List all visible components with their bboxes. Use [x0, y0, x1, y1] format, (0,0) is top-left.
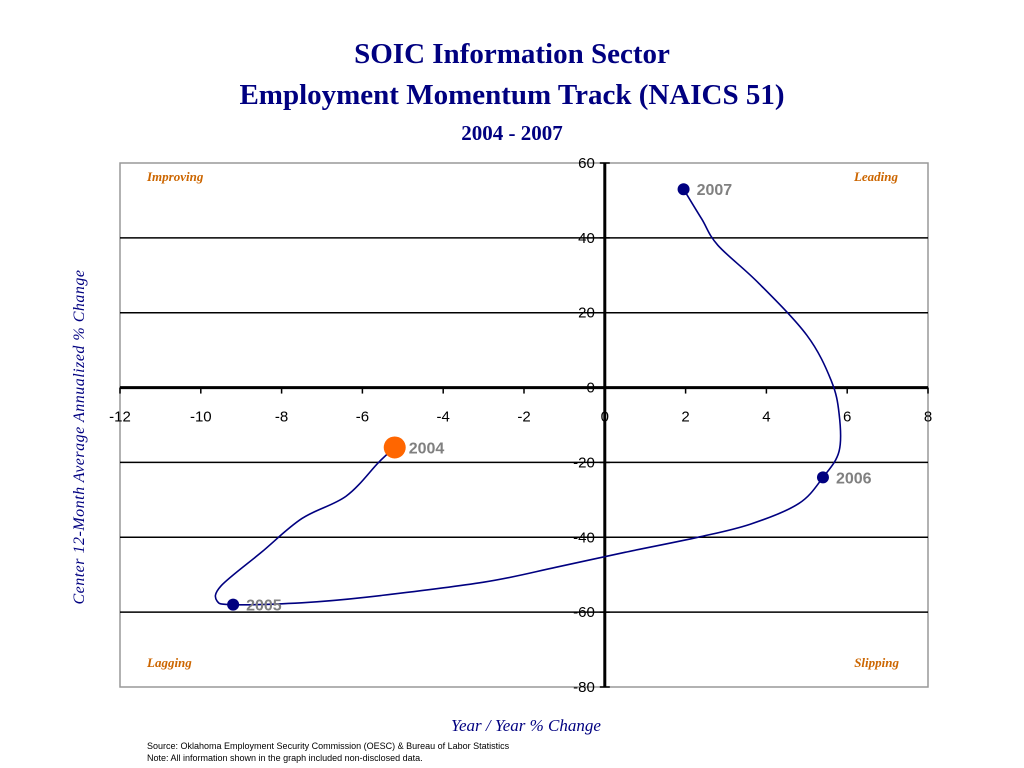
- data-point-2004: [383, 436, 406, 459]
- x-tick-label: 6: [843, 409, 851, 426]
- data-point-2007: [677, 183, 690, 196]
- data-label-2006: 2006: [836, 470, 872, 487]
- data-label-2007: 2007: [697, 182, 733, 199]
- y-tick-label: -40: [573, 529, 595, 546]
- y-tick-label: -20: [573, 454, 595, 471]
- y-axis-label: Center 12-Month Average Annualized % Cha…: [71, 269, 88, 605]
- x-tick-label: 2: [681, 409, 689, 426]
- x-tick-label: 0: [601, 409, 609, 426]
- data-label-2004: 2004: [409, 440, 445, 457]
- source-note: Source: Oklahoma Employment Security Com…: [147, 741, 510, 751]
- quadrant-label-leading: Leading: [853, 169, 899, 184]
- x-tick-label: -8: [275, 409, 288, 426]
- x-tick-label: 8: [924, 409, 932, 426]
- grid-lines: [120, 237, 928, 613]
- x-tick-label: -10: [190, 409, 212, 426]
- data-label-2005: 2005: [246, 598, 282, 615]
- x-tick-label: -4: [437, 409, 450, 426]
- x-tick-label: 4: [762, 409, 770, 426]
- momentum-track-line: [214, 188, 842, 606]
- disclosure-note: Note: All information shown in the graph…: [147, 753, 423, 763]
- quadrant-label-improving: Improving: [146, 169, 204, 184]
- data-point-2006: [816, 471, 829, 484]
- x-tick-label: -2: [517, 409, 530, 426]
- x-tick-label: -12: [109, 409, 131, 426]
- chart-title-line2: Employment Momentum Track (NAICS 51): [239, 79, 785, 111]
- plot-area-frame: [119, 162, 929, 688]
- y-tick-label: 20: [578, 305, 595, 322]
- x-axis-label: Year / Year % Change: [451, 716, 601, 735]
- chart-subtitle: 2004 - 2007: [461, 121, 563, 145]
- quadrant-label-slipping: Slipping: [854, 655, 899, 670]
- x-tick-label: -6: [356, 409, 369, 426]
- y-tick-label: -80: [573, 679, 595, 696]
- data-point-2005: [227, 598, 240, 611]
- y-tick-label: 60: [578, 155, 595, 172]
- quadrant-label-lagging: Lagging: [146, 655, 192, 670]
- y-tick-label: 40: [578, 230, 595, 247]
- chart-title: SOIC Information Sector: [354, 38, 670, 70]
- y-tick-label: -60: [573, 604, 595, 621]
